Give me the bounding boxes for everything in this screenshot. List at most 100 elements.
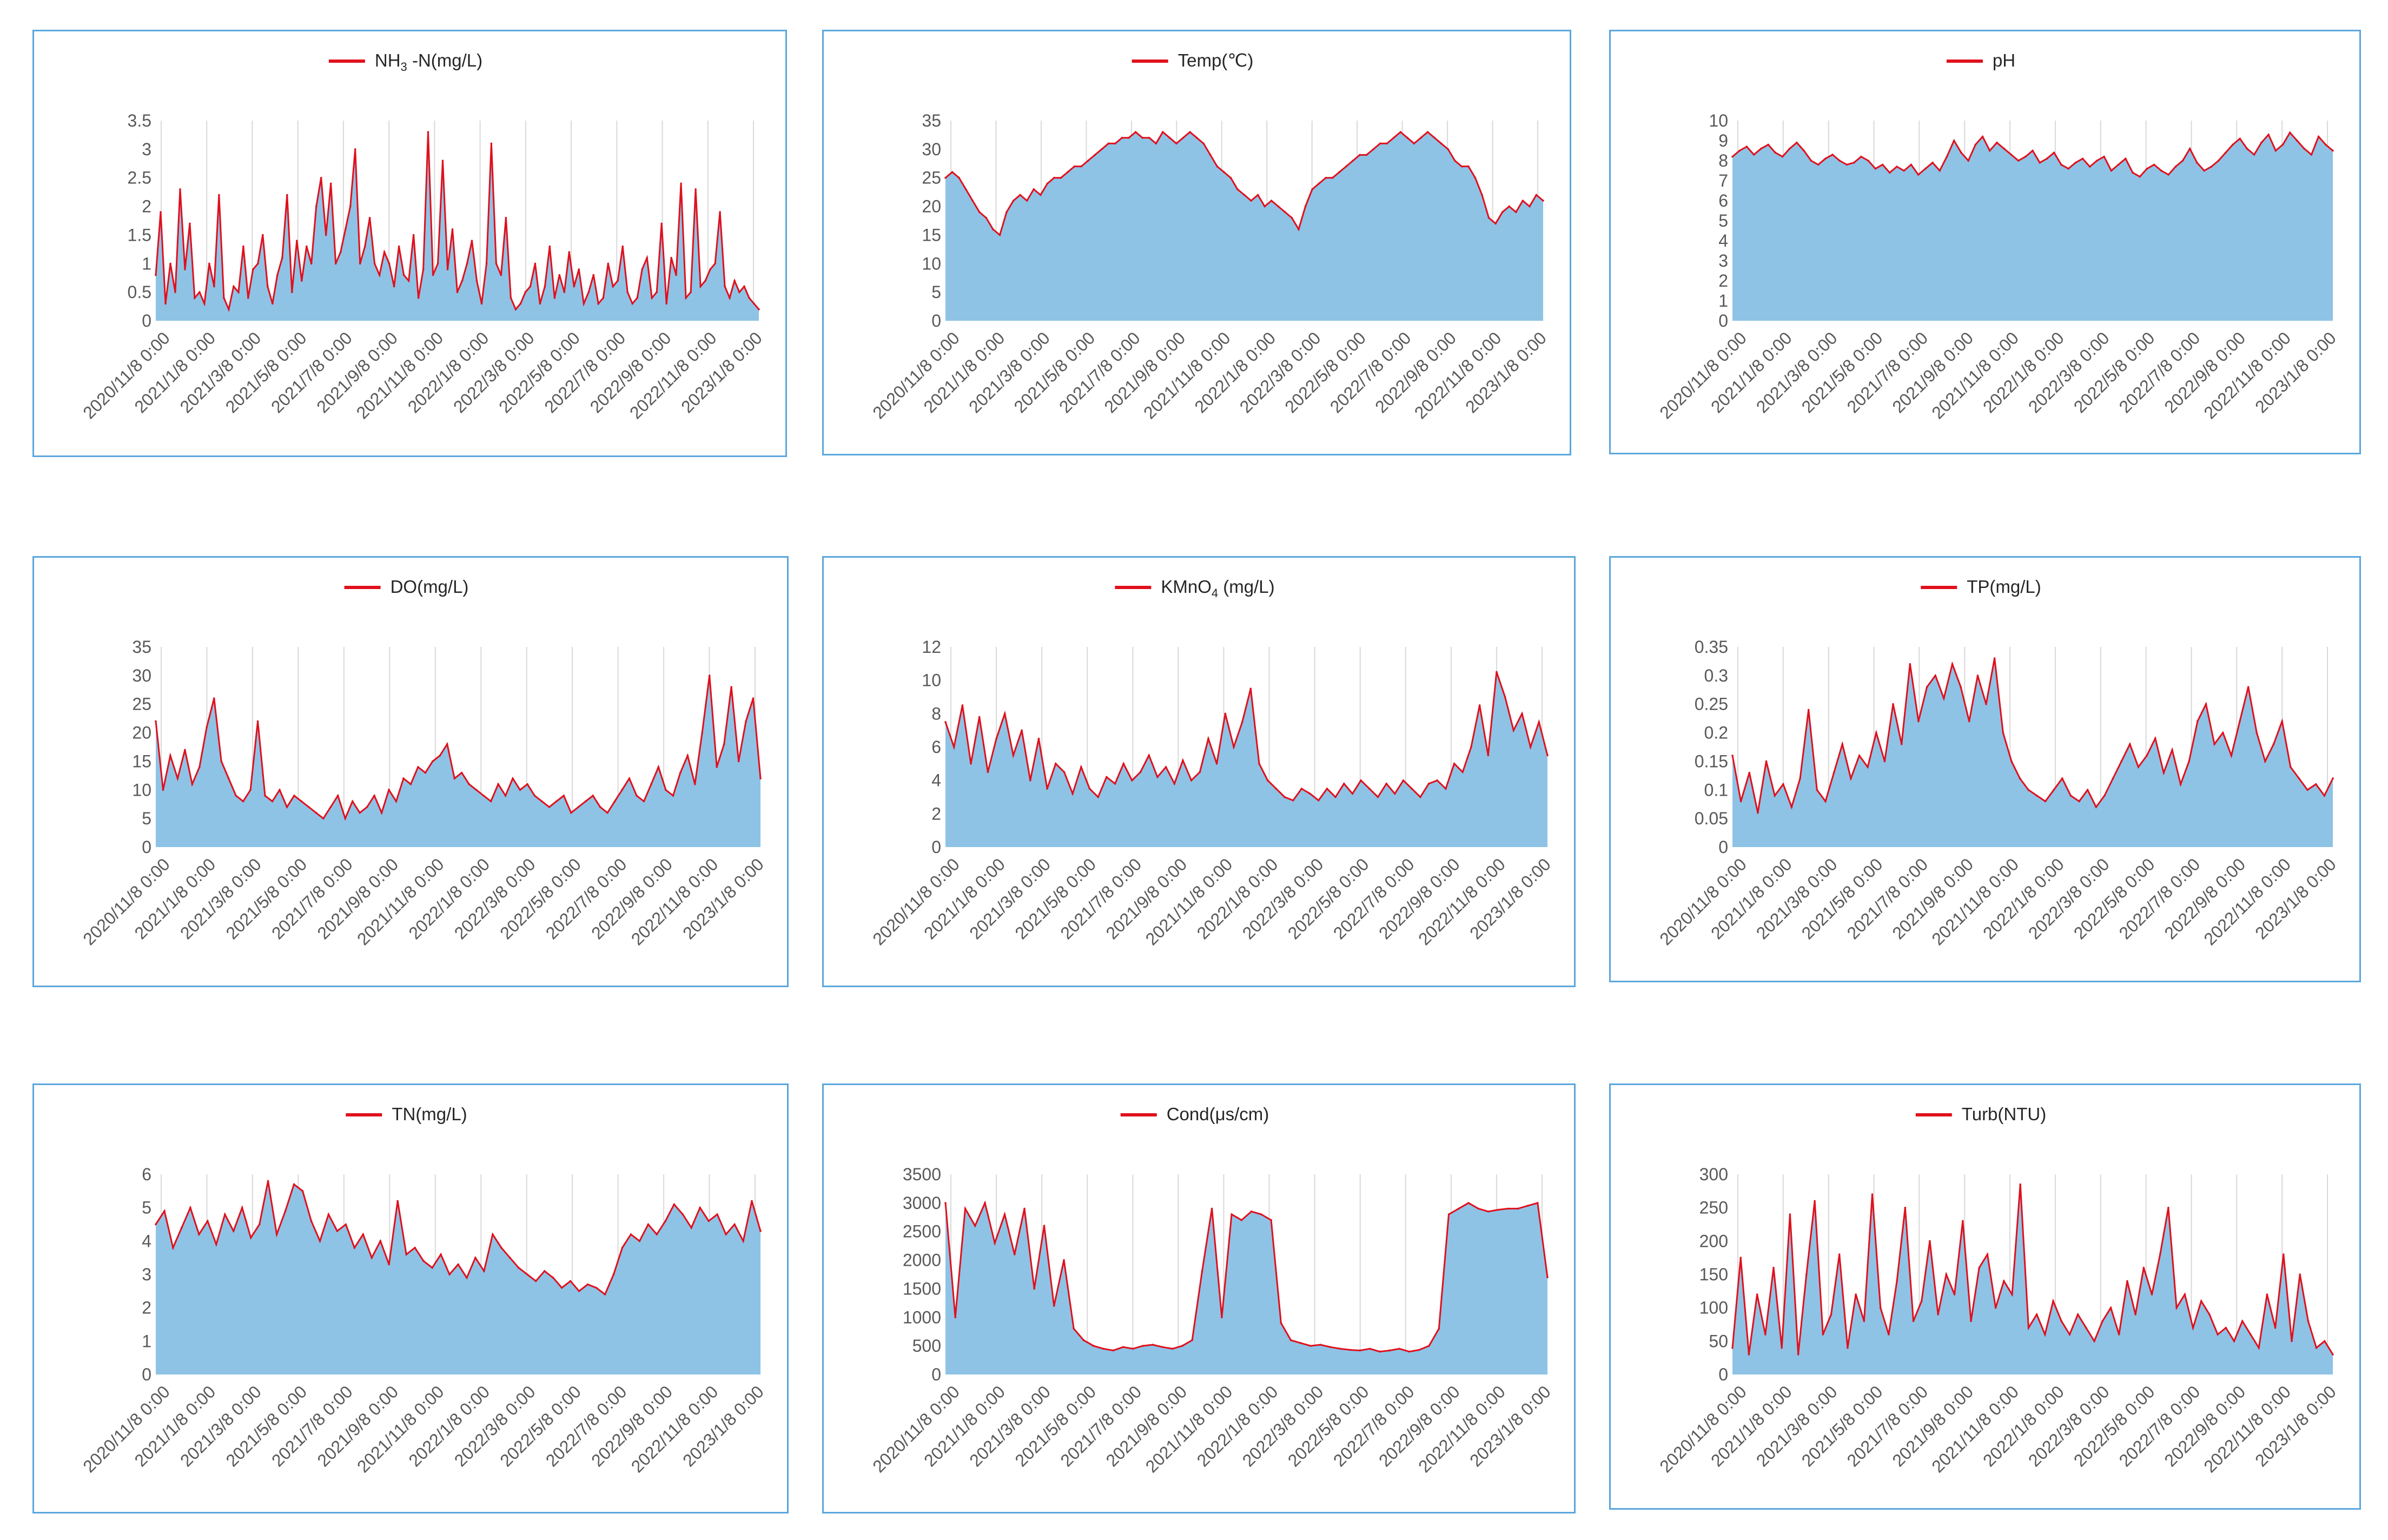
data-point (2112, 777, 2114, 779)
data-point (199, 766, 201, 768)
y-tick-label: 0.15 (1695, 751, 1728, 771)
data-point (412, 234, 415, 236)
x-tick-label: 2022/1/8 0:00 (405, 1382, 493, 1470)
chart-panel-cond: Cond(μs/cm) 2020/11/8 0:00 2021/1/8 0:00 20… (822, 1083, 1576, 1513)
data-point (2264, 760, 2266, 763)
data-point (751, 1200, 753, 1202)
series-area (945, 1202, 1547, 1374)
x-tick-label: 2021/9/8 0:00 (313, 854, 402, 943)
data-point (543, 1270, 546, 1272)
data-point (174, 291, 176, 293)
data-point (184, 268, 186, 270)
data-point (359, 262, 361, 265)
y-tick-label: 150 (1699, 1265, 1728, 1284)
data-point (1419, 796, 1421, 798)
x-tick-label: 2022/7/8 0:00 (542, 854, 631, 943)
y-tick-label: 1.5 (128, 225, 151, 244)
y-tick-label: 10 (922, 671, 941, 690)
data-point (1896, 166, 1898, 168)
data-point (970, 763, 972, 765)
data-point (1037, 737, 1040, 740)
data-point (1903, 169, 1905, 172)
x-tick-label: 2023/1/8 0:00 (1461, 328, 1550, 417)
data-point (414, 1246, 416, 1249)
series-line (944, 671, 1549, 802)
data-point (599, 806, 601, 808)
data-point (2298, 777, 2300, 779)
data-point (2101, 1320, 2103, 1323)
data-point (1748, 771, 1751, 774)
data-point (570, 811, 572, 814)
data-point (2125, 157, 2127, 160)
data-point (160, 211, 162, 213)
data-point (709, 268, 711, 270)
data-point (1033, 188, 1035, 190)
data-point (1924, 168, 1927, 170)
data-point (758, 308, 760, 310)
data-point (2134, 1313, 2136, 1316)
title-subscript: 3 (401, 60, 407, 74)
chart-title: TP(mg/L) (1967, 577, 2041, 597)
data-point (1760, 148, 1762, 150)
data-point (2088, 166, 2091, 168)
data-point (568, 251, 571, 253)
data-point (497, 783, 499, 785)
data-point (1413, 142, 1415, 145)
data-point (1537, 1202, 1539, 1204)
chart-title: Cond(μs/cm) (1167, 1104, 1269, 1124)
data-point (1073, 165, 1076, 168)
data-point (526, 783, 528, 785)
data-point (2060, 163, 2062, 166)
y-tick-label: 1 (142, 1331, 151, 1351)
data-point (301, 1190, 304, 1192)
data-point (1934, 675, 1936, 677)
data-point (1277, 205, 1280, 208)
data-point (2232, 143, 2234, 146)
data-point (1796, 141, 1798, 144)
data-point (1080, 165, 1082, 168)
data-point (1838, 1253, 1841, 1255)
data-point (2044, 800, 2047, 803)
data-point (617, 280, 619, 282)
data-point (1512, 729, 1515, 731)
data-point (1847, 1346, 1849, 1349)
data-point (2281, 143, 2284, 146)
y-tick-label: 6 (931, 737, 941, 757)
data-point (310, 1220, 313, 1222)
data-point (544, 285, 546, 288)
data-point (533, 795, 536, 797)
data-point (1379, 142, 1381, 145)
y-tick-label: 5 (931, 282, 941, 302)
data-point (1904, 1206, 1907, 1209)
data-point (612, 285, 614, 288)
data-point (1487, 1210, 1490, 1213)
y-tick-label: 2 (1718, 271, 1728, 290)
y-tick-label: 3000 (903, 1193, 941, 1213)
x-tick-label: 2021/5/8 0:00 (222, 1382, 310, 1470)
data-point (2260, 141, 2263, 144)
y-tick-label: 2 (142, 197, 151, 216)
data-point (2060, 1320, 2062, 1323)
data-point (2205, 703, 2207, 705)
data-point (1343, 783, 1345, 785)
data-point (725, 1233, 727, 1235)
data-point (461, 280, 464, 282)
series-line (1731, 1184, 2334, 1355)
data-point (2188, 148, 2191, 150)
data-point (621, 1246, 624, 1249)
data-point (1063, 1259, 1065, 1261)
data-point (1507, 1207, 1509, 1210)
data-point (1909, 663, 1911, 665)
data-point (1888, 1333, 1890, 1336)
data-point (354, 148, 356, 150)
data-point (1467, 1202, 1470, 1204)
data-point (1440, 142, 1443, 145)
data-point (228, 308, 230, 310)
y-tick-label: 4 (931, 771, 941, 790)
data-point (1106, 776, 1108, 778)
data-point (2068, 1333, 2071, 1336)
data-point (258, 1223, 261, 1226)
data-point (1782, 783, 1784, 785)
data-point (1368, 1347, 1371, 1350)
title-part: TP(mg/L) (1967, 577, 2041, 597)
